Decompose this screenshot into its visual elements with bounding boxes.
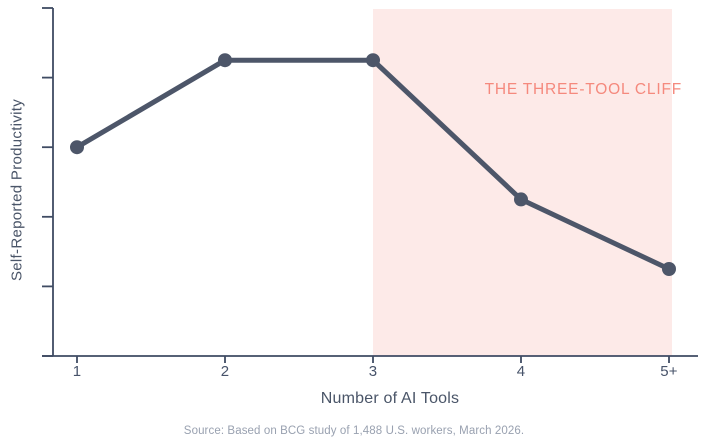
x-tick-label: 2 xyxy=(220,363,230,380)
data-point xyxy=(218,53,232,68)
x-axis-title: Number of AI Tools xyxy=(320,390,460,407)
y-axis-title: Self-Reported Productivity xyxy=(8,98,26,282)
x-tick-label: 4 xyxy=(516,363,526,380)
x-tick-labels: 1 2 3 4 5+ xyxy=(0,363,708,385)
x-tick-label: 3 xyxy=(368,363,378,380)
source-note: Source: Based on BCG study of 1,488 U.S.… xyxy=(183,425,525,437)
x-tick-label: 5+ xyxy=(660,363,678,380)
data-point xyxy=(662,262,676,276)
x-tick-label: 1 xyxy=(72,363,82,380)
cliff-shaded-region xyxy=(373,9,672,356)
data-point xyxy=(514,192,528,207)
cliff-annotation-label: THE THREE-TOOL CLIFF xyxy=(484,81,682,98)
data-point xyxy=(366,53,380,68)
axes-spines xyxy=(42,8,698,357)
data-point xyxy=(70,140,84,155)
